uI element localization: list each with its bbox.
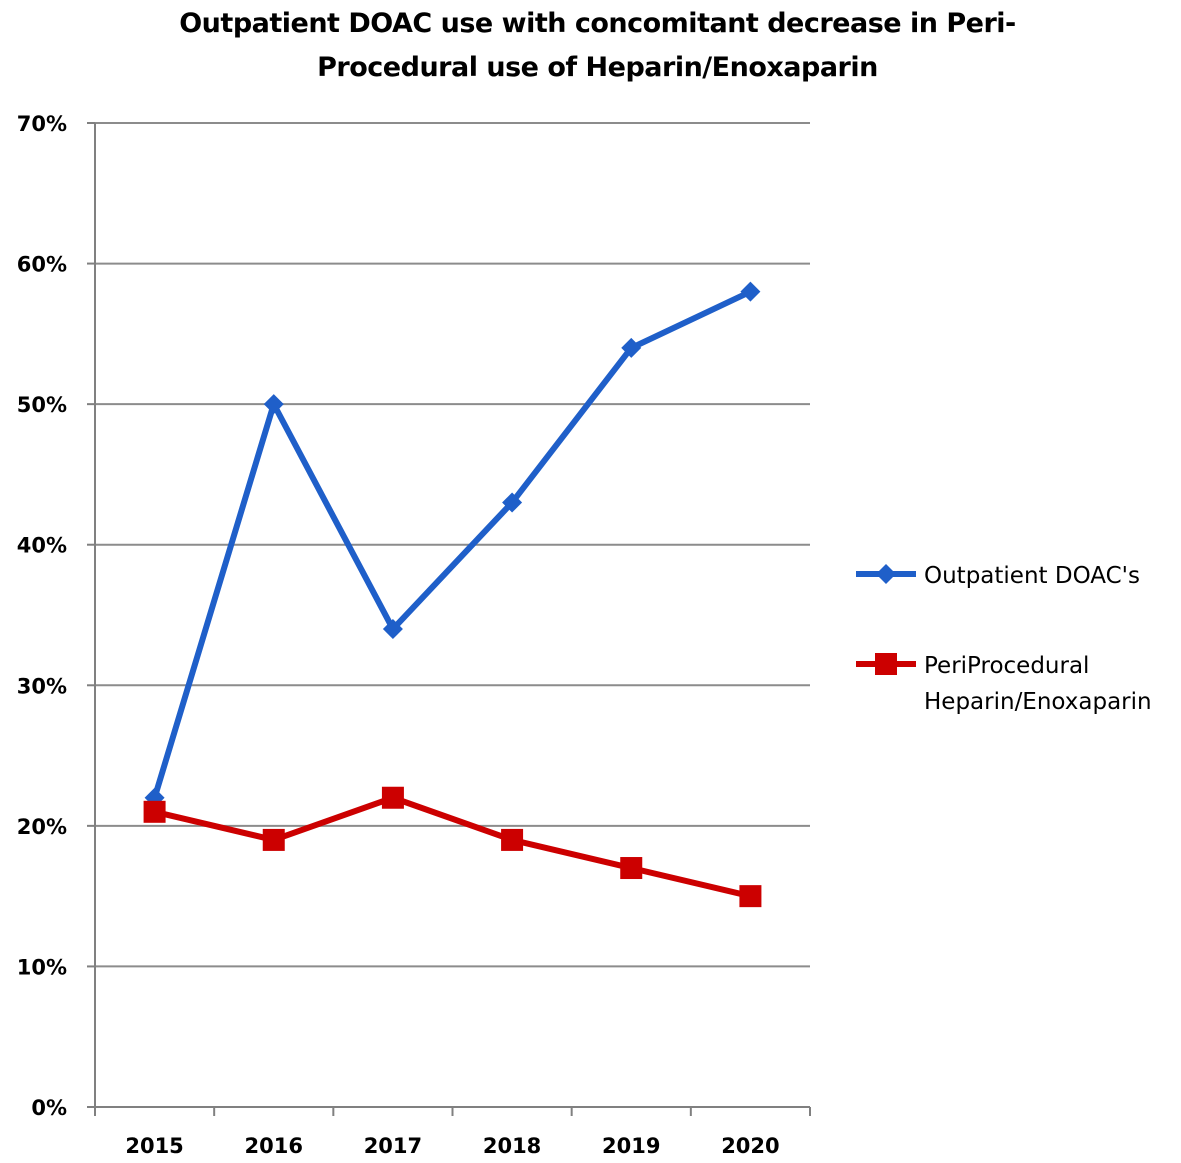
legend-label: Heparin/Enoxaparin [924, 689, 1152, 715]
x-axis-tick-labels: 2015 2016 2017 2018 2019 2020 [125, 1134, 779, 1158]
legend-marker-0 [876, 564, 896, 584]
y-tick-label: 0% [31, 1096, 67, 1120]
data-point-0-1 [263, 394, 284, 415]
y-axis-tick-labels: 0% 10% 20% 30% 40% 50% 60% 70% [17, 112, 67, 1120]
legend-label: Outpatient DOAC's [924, 563, 1140, 589]
x-tick-label: 2018 [483, 1134, 541, 1158]
legend-entry-1: PeriProcedural Heparin/Enoxaparin [856, 653, 1152, 715]
legend-marker-1 [875, 653, 897, 675]
chart-title: Outpatient DOAC use with concomitant dec… [0, 2, 1181, 90]
data-point-1-3 [501, 828, 524, 851]
data-point-0-2 [382, 619, 403, 640]
legend: Outpatient DOAC's PeriProcedural Heparin/E… [856, 563, 1152, 715]
legend-label: PeriProcedural [924, 653, 1089, 679]
y-tick-label: 70% [17, 112, 67, 136]
data-point-1-2 [381, 786, 404, 809]
data-point-0-3 [502, 492, 523, 513]
data-point-1-5 [739, 885, 762, 908]
chart-title-line-1: Outpatient DOAC use with concomitant dec… [179, 8, 1016, 39]
y-tick-label: 60% [17, 253, 67, 277]
gridlines [95, 122, 810, 968]
data-point-1-4 [620, 857, 643, 880]
series-line-1 [153, 794, 752, 900]
x-tick-label: 2017 [364, 1134, 422, 1158]
data-point-1-1 [262, 828, 285, 851]
x-tick-label: 2016 [245, 1134, 303, 1158]
legend-entry-0: Outpatient DOAC's [856, 563, 1140, 589]
y-tick-label: 20% [17, 815, 67, 839]
data-series [143, 281, 762, 908]
series-1 [143, 786, 762, 908]
y-tick-label: 50% [17, 393, 67, 417]
y-tick-label: 30% [17, 674, 67, 698]
x-tick-label: 2019 [602, 1134, 660, 1158]
y-tick-label: 40% [17, 534, 67, 558]
axes [87, 122, 811, 1116]
y-tick-label: 10% [17, 955, 67, 979]
x-tick-label: 2020 [721, 1134, 779, 1158]
chart-title-line-2: Procedural use of Heparin/Enoxaparin [317, 52, 878, 83]
x-tick-label: 2015 [125, 1134, 183, 1158]
data-point-0-5 [740, 281, 761, 302]
data-point-0-4 [621, 337, 642, 358]
series-line-0 [151, 288, 752, 799]
data-point-1-0 [143, 800, 166, 823]
